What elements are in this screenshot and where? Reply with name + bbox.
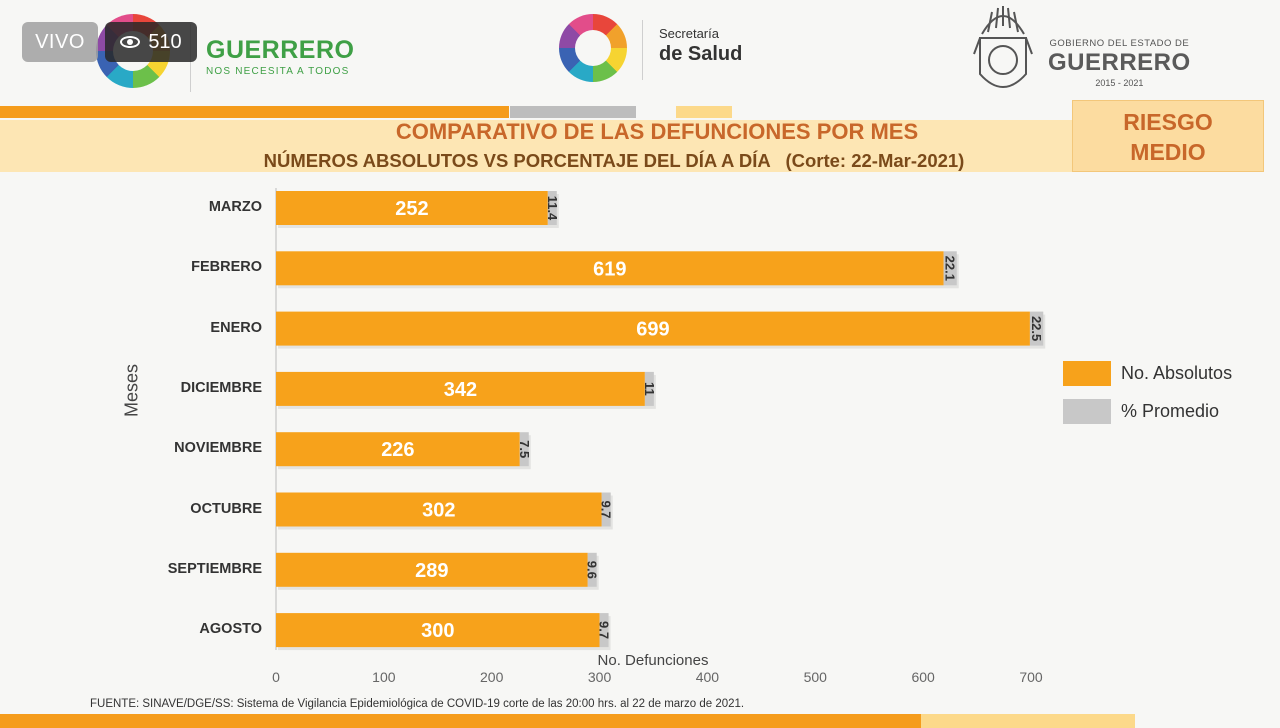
gray-strip	[510, 106, 636, 118]
viewer-count-value: 510	[148, 30, 182, 53]
data-label-absolutos: 302	[422, 500, 455, 522]
salud-line-2: de Salud	[659, 43, 743, 65]
data-label-promedio: 11.4	[545, 196, 560, 221]
data-label-absolutos: 226	[381, 439, 414, 461]
bar-absolutos	[276, 432, 520, 467]
category-label: NOVIEMBRE	[174, 440, 262, 457]
category-label: MARZO	[208, 199, 262, 215]
viewer-count: 510	[105, 22, 197, 62]
salud-line-1: Secretaría	[659, 26, 719, 41]
chart-title: COMPARATIVO DE LAS DEFUNCIONES POR MES	[395, 119, 919, 144]
bar-promedio	[599, 613, 609, 648]
bar-promedio	[1029, 311, 1044, 346]
legend-item-promedio: % Promedio	[1063, 399, 1219, 424]
bottom-orange-strip	[0, 714, 921, 728]
bottom-pale-strip	[921, 714, 1135, 728]
legend-label-absolutos: No. Absolutos	[1121, 363, 1233, 383]
category-label: FEBRERO	[191, 259, 262, 276]
eye-icon	[120, 36, 141, 48]
bar-absolutos	[276, 492, 602, 527]
category-label: DICIEMBRE	[180, 379, 262, 396]
pale-strip	[676, 106, 732, 118]
bar-absolutos	[276, 311, 1030, 346]
bar-promedio	[644, 371, 654, 406]
guerrero-brand: GUERRERO NOS NECESITA A TODOS	[206, 36, 354, 77]
bar-promedio	[943, 251, 957, 286]
salud-logo	[559, 14, 627, 82]
x-tick-label: 600	[911, 669, 935, 685]
category-label: ENERO	[210, 319, 262, 336]
data-label-absolutos: 289	[415, 560, 448, 582]
bar-promedio	[587, 552, 597, 587]
x-tick-label: 100	[372, 669, 396, 685]
data-label-absolutos: 619	[593, 258, 626, 280]
bar-absolutos	[276, 371, 645, 406]
bar-absolutos	[276, 191, 548, 225]
data-label-promedio: 22.5	[1029, 316, 1044, 341]
risk-line-1: RIESGO	[1123, 109, 1213, 135]
legend-label-promedio: % Promedio	[1121, 401, 1220, 421]
header-divider	[642, 20, 643, 80]
data-label-promedio: 11	[642, 382, 657, 396]
data-label-promedio: 9.6	[585, 561, 600, 579]
data-label-promedio: 7.5	[517, 440, 532, 458]
bar-absolutos	[276, 251, 944, 286]
gobierno-line-2: GUERRERO	[1048, 49, 1191, 76]
data-label-promedio: 9.7	[599, 500, 614, 518]
live-label: VIVO	[35, 30, 85, 53]
gobierno-brand: GOBIERNO DEL ESTADO DE GUERRERO 2015 - 2…	[1048, 38, 1191, 88]
bar-absolutos	[276, 552, 588, 587]
x-axis-label: No. Defunciones	[597, 652, 709, 669]
x-tick-label: 200	[480, 669, 504, 685]
bar-promedio	[601, 492, 611, 527]
source-note: FUENTE: SINAVE/DGE/SS: Sistema de Vigila…	[90, 698, 745, 710]
state-crest-icon	[973, 6, 1033, 88]
orange-strip	[0, 106, 509, 118]
risk-badge: RIESGO MEDIO	[1072, 100, 1264, 172]
category-label: SEPTIEMBRE	[167, 560, 262, 577]
gobierno-line-3: 2015 - 2021	[1095, 78, 1144, 88]
x-tick-label: 700	[1019, 669, 1043, 685]
legend-swatch-absolutos	[1063, 361, 1111, 386]
salud-brand: Secretaría de Salud	[659, 26, 742, 66]
legend-swatch-promedio	[1063, 399, 1111, 424]
gobierno-line-1: GOBIERNO DEL ESTADO DE	[1049, 38, 1190, 49]
data-label-absolutos: 699	[636, 319, 669, 341]
data-label-absolutos: 252	[395, 198, 428, 220]
bar-absolutos	[276, 613, 600, 648]
guerrero-brand-tagline: NOS NECESITA A TODOS	[206, 66, 350, 77]
data-label-absolutos: 300	[421, 620, 454, 642]
data-label-promedio: 9.7	[597, 621, 612, 639]
legend-item-absolutos: No. Absolutos	[1063, 361, 1232, 386]
data-label-promedio: 22.1	[943, 256, 958, 281]
bar-promedio	[547, 191, 557, 225]
x-tick-label: 300	[587, 669, 612, 685]
risk-line-2: MEDIO	[1130, 139, 1206, 165]
category-label: AGOSTO	[199, 621, 262, 638]
data-label-absolutos: 342	[444, 379, 477, 401]
chart-subtitle: NÚMEROS ABSOLUTOS VS PORCENTAJE DEL DÍA …	[263, 150, 965, 171]
category-label: OCTUBRE	[190, 500, 262, 517]
x-tick-label: 500	[803, 669, 827, 685]
guerrero-brand-name: GUERRERO	[206, 36, 355, 64]
title-band	[0, 120, 1072, 172]
x-tick-label: 400	[695, 669, 720, 685]
bar-promedio	[519, 432, 529, 467]
x-tick-label: 0	[272, 669, 280, 685]
live-badge: VIVO	[22, 22, 98, 62]
